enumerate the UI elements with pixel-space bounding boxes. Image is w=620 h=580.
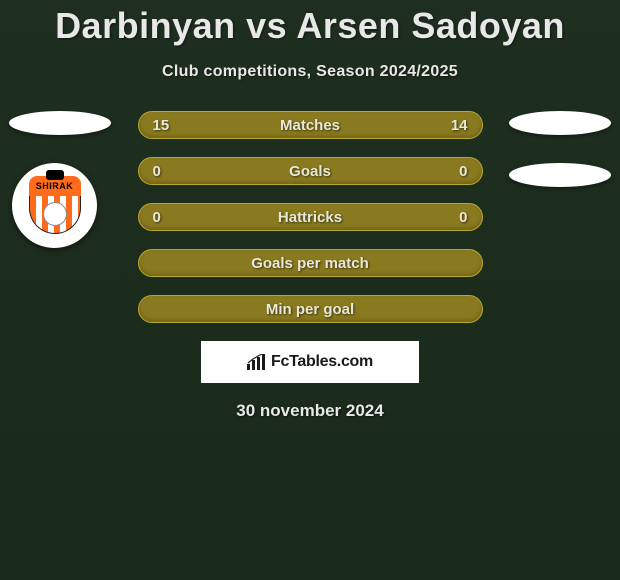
right-player-placeholder-1 — [509, 111, 611, 135]
stat-left-value: 15 — [153, 117, 170, 134]
stat-row-hattricks: 0 Hattricks 0 — [138, 203, 483, 231]
watermark-text: FcTables.com — [271, 353, 373, 371]
stat-row-matches: 15 Matches 14 — [138, 111, 483, 139]
team-badge-icon: SHIRAK — [25, 176, 85, 236]
stat-right-value: 0 — [459, 163, 467, 180]
badge-stripes-icon — [29, 196, 81, 234]
stat-left-value: 0 — [153, 163, 161, 180]
badge-label: SHIRAK — [29, 176, 81, 196]
right-player-placeholder-2 — [509, 163, 611, 187]
footer-date: 30 november 2024 — [0, 401, 620, 421]
stat-label: Goals — [289, 163, 331, 180]
bar-chart-icon — [247, 354, 267, 370]
stat-right-value: 0 — [459, 209, 467, 226]
page-subtitle: Club competitions, Season 2024/2025 — [0, 63, 620, 81]
stat-row-goals: 0 Goals 0 — [138, 157, 483, 185]
watermark: FcTables.com — [201, 341, 419, 383]
stat-left-value: 0 — [153, 209, 161, 226]
left-player-placeholder-1 — [9, 111, 111, 135]
stat-right-value: 14 — [451, 117, 468, 134]
stat-row-goals-per-match: Goals per match — [138, 249, 483, 277]
stat-label: Min per goal — [266, 301, 354, 318]
left-team-badge: SHIRAK — [12, 163, 97, 248]
stat-label: Hattricks — [278, 209, 342, 226]
stat-bars: 15 Matches 14 0 Goals 0 0 Hattricks 0 Go… — [138, 111, 483, 323]
stat-label: Matches — [280, 117, 340, 134]
page-title: Darbinyan vs Arsen Sadoyan — [0, 5, 620, 47]
stats-area: SHIRAK 15 Matches 14 0 Goals 0 0 Hattric… — [0, 111, 620, 421]
card-root: Darbinyan vs Arsen Sadoyan Club competit… — [0, 0, 620, 421]
stat-label: Goals per match — [251, 255, 369, 272]
stat-row-min-per-goal: Min per goal — [138, 295, 483, 323]
